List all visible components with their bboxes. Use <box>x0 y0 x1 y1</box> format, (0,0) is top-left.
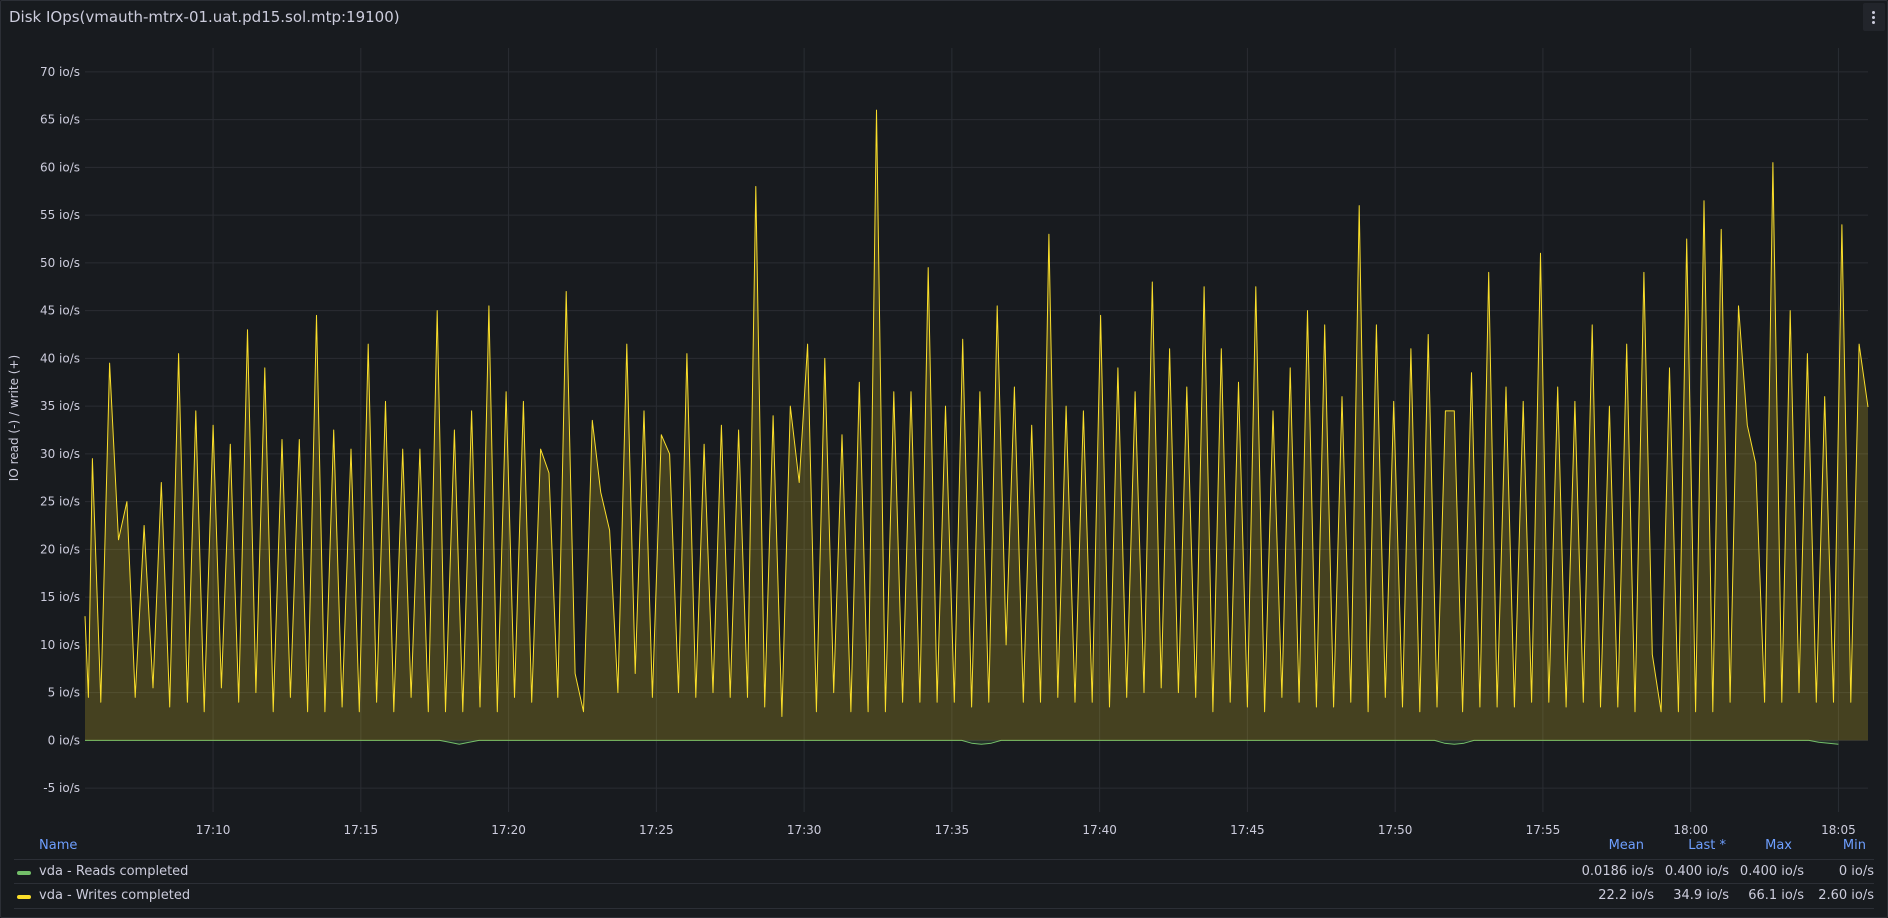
legend-table: Name Mean Last * Max Min vda - Reads com… <box>0 838 1888 918</box>
legend-mean-writes: 22.2 io/s <box>1598 888 1654 903</box>
y-tick-label: 30 io/s <box>40 447 80 461</box>
legend-header-max[interactable]: Max <box>1765 838 1792 853</box>
x-tick-label: 17:10 <box>196 823 231 837</box>
legend-header-mean[interactable]: Mean <box>1608 838 1644 853</box>
x-tick-label: 17:45 <box>1230 823 1265 837</box>
series-area-writes <box>85 110 1868 741</box>
x-tick-label: 17:35 <box>935 823 970 837</box>
y-grid <box>85 71 1868 789</box>
y-tick-label: -5 io/s <box>43 781 80 795</box>
y-tick-label: 45 io/s <box>40 304 80 318</box>
x-tick-label: 18:05 <box>1821 823 1856 837</box>
y-tick-label: 20 io/s <box>40 542 80 556</box>
legend-header-name[interactable]: Name <box>39 838 78 853</box>
legend-header-last[interactable]: Last * <box>1688 838 1726 853</box>
legend-row-writes[interactable]: vda - Writes completed 22.2 io/s 34.9 io… <box>14 883 1874 909</box>
series-line-writes <box>84 109 1869 717</box>
legend-last-reads: 0.400 io/s <box>1664 864 1729 879</box>
y-tick-label: 70 io/s <box>40 65 80 79</box>
y-tick-label: 10 io/s <box>40 638 80 652</box>
y-tick-label: 50 io/s <box>40 256 80 270</box>
series-line-reads <box>85 739 1839 745</box>
legend-min-reads: 0 io/s <box>1838 864 1874 879</box>
x-tick-label: 17:30 <box>787 823 822 837</box>
legend-header-min[interactable]: Min <box>1842 838 1866 853</box>
legend-last-writes: 34.9 io/s <box>1673 888 1729 903</box>
y-tick-label: 15 io/s <box>40 590 80 604</box>
x-tick-label: 17:25 <box>639 823 674 837</box>
legend-min-writes: 2.60 io/s <box>1818 888 1874 903</box>
legend-row-reads[interactable]: vda - Reads completed 0.0186 io/s 0.400 … <box>14 859 1874 884</box>
legend-swatch-writes <box>17 895 31 899</box>
legend-max-reads: 0.400 io/s <box>1739 864 1804 879</box>
y-axis-label: IO read (-) / write (+) <box>7 355 21 481</box>
x-tick-label: 17:15 <box>344 823 379 837</box>
y-tick-label: 55 io/s <box>40 208 80 222</box>
x-tick-label: 17:20 <box>491 823 526 837</box>
x-tick-label: 17:55 <box>1526 823 1561 837</box>
legend-name-reads: vda - Reads completed <box>39 864 189 879</box>
x-tick-labels: 17:10 17:15 17:20 17:25 17:30 17:35 17:40 17:45… <box>196 823 1856 837</box>
x-tick-label: 17:40 <box>1082 823 1117 837</box>
x-tick-label: 17:50 <box>1378 823 1413 837</box>
y-tick-label: 0 io/s <box>48 733 80 747</box>
y-tick-labels: -5 io/s 0 io/s 5 io/s 10 io/s 15 io/s 20 io/s… <box>40 65 80 795</box>
chart-canvas[interactable]: -5 io/s 0 io/s 5 io/s 10 io/s 15 io/s 20 io/s… <box>0 0 1888 838</box>
y-tick-label: 40 io/s <box>40 351 80 365</box>
series-layer <box>84 109 1869 745</box>
y-tick-label: 35 io/s <box>40 399 80 413</box>
y-tick-label: 25 io/s <box>40 495 80 509</box>
panel-menu-icon[interactable] <box>1863 3 1885 31</box>
legend-mean-reads: 0.0186 io/s <box>1581 864 1654 879</box>
y-tick-label: 5 io/s <box>48 686 80 700</box>
legend-name-writes: vda - Writes completed <box>39 888 191 903</box>
y-tick-label: 60 io/s <box>40 160 80 174</box>
panel-title: Disk IOps(vmauth-mtrx-01.uat.pd15.sol.mt… <box>9 8 400 26</box>
legend-swatch-reads <box>17 871 31 875</box>
series-area-reads <box>85 740 1839 745</box>
y-tick-label: 65 io/s <box>40 113 80 127</box>
legend-max-writes: 66.1 io/s <box>1748 888 1804 903</box>
x-tick-label: 18:00 <box>1673 823 1708 837</box>
